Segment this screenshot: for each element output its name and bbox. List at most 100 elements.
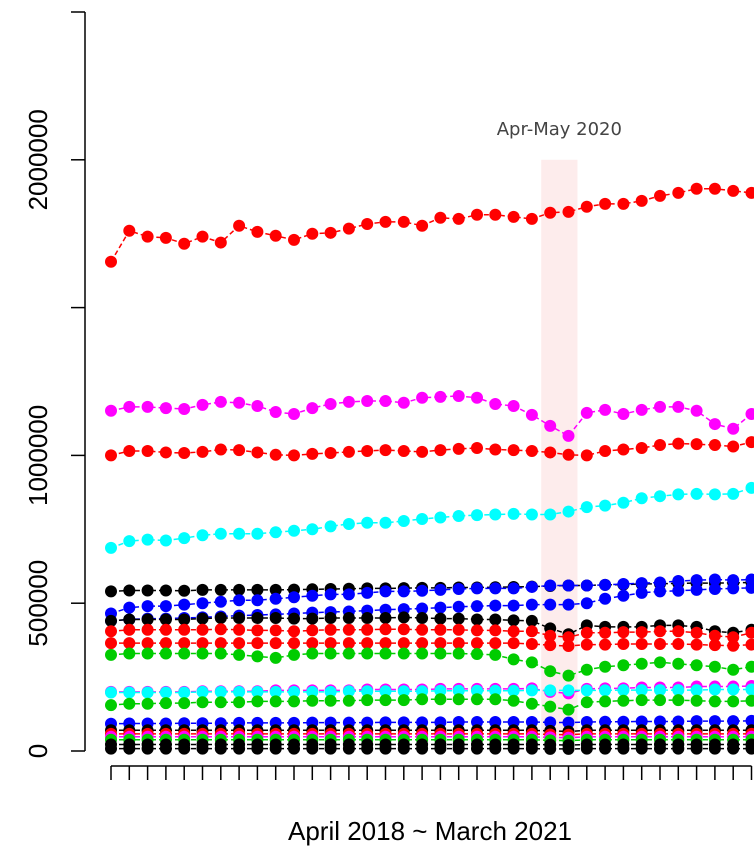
data-point xyxy=(178,637,191,650)
data-point xyxy=(141,742,154,755)
data-point xyxy=(452,647,465,660)
data-point xyxy=(233,444,246,457)
data-point xyxy=(599,499,612,512)
data-point xyxy=(489,716,502,729)
data-point xyxy=(708,695,721,708)
data-point xyxy=(269,592,282,605)
data-point xyxy=(397,647,410,660)
data-point xyxy=(525,212,538,225)
data-point xyxy=(708,742,721,755)
data-point xyxy=(672,625,685,638)
data-point xyxy=(196,637,209,650)
data-point xyxy=(196,445,209,458)
data-point xyxy=(269,448,282,461)
data-point xyxy=(617,197,630,210)
data-point xyxy=(745,408,754,421)
data-point xyxy=(452,442,465,455)
data-point xyxy=(434,637,447,650)
data-point xyxy=(708,418,721,431)
data-point xyxy=(141,533,154,546)
data-point xyxy=(288,591,300,604)
data-point xyxy=(214,611,227,624)
data-point xyxy=(123,647,136,660)
data-point xyxy=(544,579,557,592)
data-point xyxy=(599,660,612,673)
data-point xyxy=(397,585,410,598)
data-point xyxy=(379,685,392,698)
data-point xyxy=(654,715,666,728)
data-point xyxy=(178,647,191,660)
data-point xyxy=(525,614,538,627)
data-point xyxy=(105,541,117,554)
data-point xyxy=(525,656,538,669)
data-point xyxy=(178,532,191,545)
data-point xyxy=(672,584,685,597)
data-point xyxy=(452,612,465,625)
data-point xyxy=(727,742,740,755)
data-point xyxy=(654,400,666,413)
data-point xyxy=(672,742,685,755)
data-point xyxy=(342,445,355,458)
data-point xyxy=(507,694,520,707)
y-tick-label: 500000 xyxy=(23,560,53,647)
data-point xyxy=(251,742,264,755)
data-point xyxy=(123,613,136,626)
data-point xyxy=(525,408,538,421)
data-point xyxy=(544,598,557,611)
data-point xyxy=(489,693,502,706)
data-point xyxy=(507,742,520,755)
data-point xyxy=(452,600,465,613)
data-point xyxy=(397,611,410,624)
data-point xyxy=(269,695,282,708)
data-point xyxy=(635,586,648,599)
data-point xyxy=(599,638,612,651)
data-point xyxy=(269,685,282,698)
data-point xyxy=(489,443,502,456)
data-point xyxy=(342,611,355,624)
data-point xyxy=(599,626,612,639)
data-point xyxy=(233,648,246,661)
data-point xyxy=(269,624,282,637)
data-point xyxy=(562,716,575,729)
data-point xyxy=(580,663,593,676)
data-point xyxy=(452,742,465,755)
data-point xyxy=(525,444,538,457)
data-point xyxy=(214,696,227,709)
data-point xyxy=(123,584,136,597)
data-point xyxy=(159,647,172,660)
data-point xyxy=(708,573,721,586)
data-point xyxy=(580,501,593,514)
data-point xyxy=(434,511,447,524)
data-point xyxy=(214,443,227,456)
data-point xyxy=(690,404,703,417)
data-point xyxy=(141,637,154,650)
data-point xyxy=(196,647,209,660)
data-point xyxy=(745,481,754,494)
data-point xyxy=(105,625,117,638)
data-point xyxy=(324,447,337,460)
data-point xyxy=(159,742,172,755)
data-point xyxy=(727,440,740,453)
data-point xyxy=(525,742,538,755)
data-point xyxy=(159,686,172,699)
data-point xyxy=(544,206,557,219)
data-point xyxy=(525,684,538,697)
data-point xyxy=(727,574,740,587)
data-point xyxy=(214,527,227,540)
data-point xyxy=(397,694,410,707)
data-point xyxy=(233,583,246,596)
data-point xyxy=(288,637,300,650)
data-point xyxy=(178,447,191,460)
data-point xyxy=(178,613,191,626)
data-point xyxy=(233,594,246,607)
data-point xyxy=(562,631,575,644)
data-point xyxy=(214,595,227,608)
data-point xyxy=(178,584,191,597)
data-point xyxy=(214,637,227,650)
data-point xyxy=(342,685,355,698)
data-point xyxy=(544,700,557,713)
data-point xyxy=(288,524,300,537)
data-point xyxy=(123,637,136,650)
data-point xyxy=(416,742,429,755)
data-point xyxy=(196,742,209,755)
